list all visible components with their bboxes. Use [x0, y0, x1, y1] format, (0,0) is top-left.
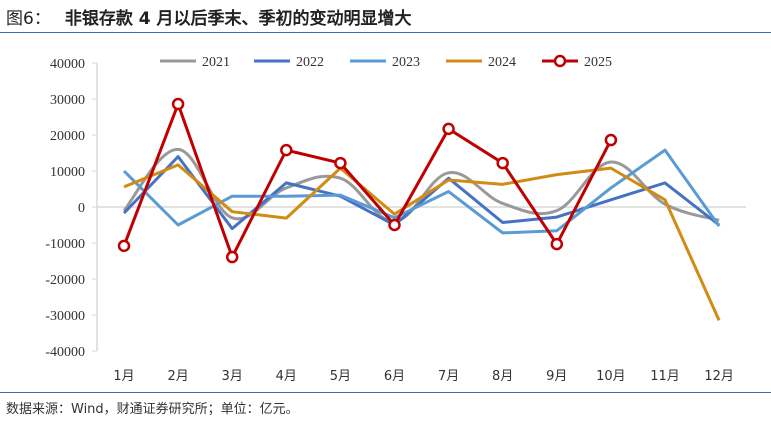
legend-label-2022: 2022 [296, 55, 324, 70]
bottom-rule [0, 392, 771, 393]
legend-label-2025: 2025 [584, 55, 612, 70]
legend-label-2023: 2023 [392, 55, 420, 70]
figure-title: 图6： 非银存款 4 月以后季末、季初的变动明显增大 [6, 4, 412, 29]
data-point-2025 [388, 218, 401, 232]
x-tick-label: 9月 [546, 369, 567, 384]
x-tick-label: 3月 [222, 369, 243, 384]
data-point-2025 [334, 156, 347, 170]
y-tick-label: 0 [78, 201, 85, 216]
x-tick-label: 6月 [384, 369, 405, 384]
x-tick-label: 1月 [113, 369, 134, 384]
x-tick-label: 12月 [704, 369, 734, 384]
x-tick-label: 4月 [276, 369, 297, 384]
data-point-2025 [550, 237, 564, 251]
legend-marker-2025 [553, 54, 567, 68]
series-line-2023 [122, 148, 721, 235]
data-point-2025 [604, 133, 618, 147]
y-tick-label: 20000 [50, 129, 85, 144]
data-point-2025 [442, 122, 455, 136]
data-point-2025 [280, 143, 293, 157]
series-line-2024 [123, 163, 721, 322]
figure-number: 图6： [6, 9, 51, 29]
top-rule [0, 32, 771, 33]
legend-label-2021: 2021 [202, 55, 230, 70]
y-tick-label: -10000 [45, 237, 85, 252]
line-chart: 40000 30000 20000 10000 0 -10000 -20000 -30000 -… [45, 54, 746, 384]
data-point-2025 [496, 156, 509, 170]
x-tick-label: 5月 [330, 369, 351, 384]
legend-label-2024: 2024 [488, 55, 516, 70]
series-line-2022 [122, 155, 721, 231]
x-tick-label: 10月 [596, 369, 626, 384]
y-tick-label: 40000 [50, 57, 85, 72]
y-tick-label: -30000 [45, 309, 85, 324]
x-tick-label: 11月 [650, 369, 680, 384]
source-note: 数据来源：Wind，财通证券研究所；单位：亿元。 [6, 402, 299, 417]
y-tick-label: -20000 [45, 273, 85, 288]
x-tick-label: 2月 [167, 369, 188, 384]
y-tick-label: 30000 [50, 93, 85, 108]
data-point-2025 [117, 239, 131, 253]
series-line-2021 [122, 147, 720, 223]
series-line-2025 [122, 102, 613, 259]
data-point-2025 [171, 97, 185, 111]
x-tick-label: 7月 [438, 369, 459, 384]
data-point-2025 [225, 250, 239, 264]
y-tick-label: -40000 [45, 345, 85, 360]
y-tick-label: 10000 [50, 165, 85, 180]
x-tick-label: 8月 [492, 369, 513, 384]
title-text: 非银存款 4 月以后季末、季初的变动明显增大 [64, 9, 412, 29]
